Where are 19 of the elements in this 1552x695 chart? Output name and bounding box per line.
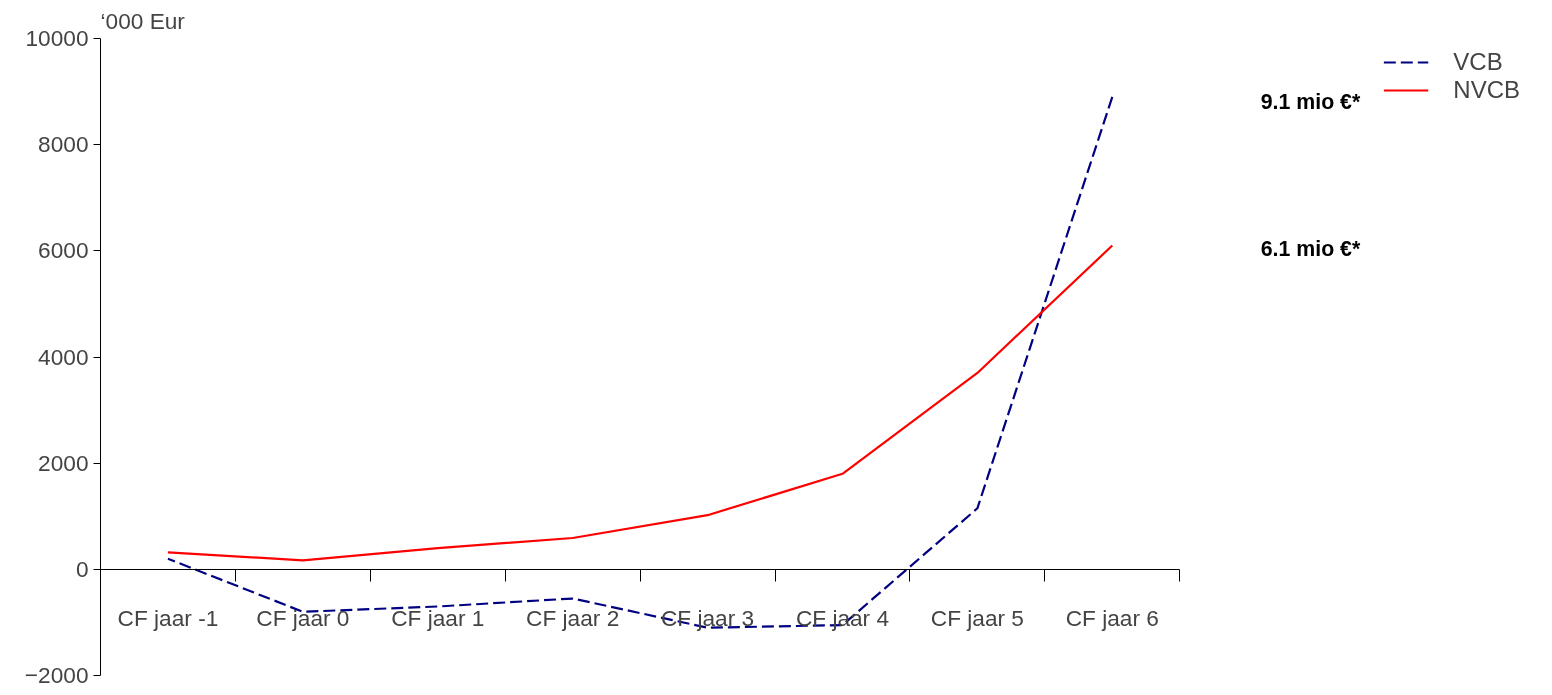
y-tick-label: 8000 <box>38 131 89 158</box>
text: 9.1 mio €* <box>1260 90 1361 115</box>
x-tick-label: CF jaar -1 <box>117 605 219 632</box>
x-tick-label: CF jaar 2 <box>526 605 620 632</box>
x-tick-label: CF jaar 1 <box>391 605 485 632</box>
x-tick-label: CF jaar 6 <box>1065 605 1159 632</box>
x-tick-label: CF jaar 0 <box>256 605 350 632</box>
y-tick-label: −2000 <box>24 662 89 688</box>
y-tick-label: 4000 <box>38 343 89 370</box>
y-tick-label: 2000 <box>38 449 89 476</box>
text: 6.1 mio €* <box>1260 236 1361 261</box>
legend-label: VCB <box>1453 48 1503 76</box>
y-tick-label: 10000 <box>25 25 89 51</box>
y-tick-label: 6000 <box>38 237 89 264</box>
y-tick-label: 0 <box>75 555 89 582</box>
legend-label: NVCB <box>1453 76 1520 104</box>
y-axis-title: ‘000 Eur <box>100 7 186 34</box>
x-tick-label: CF jaar 5 <box>930 605 1024 632</box>
x-tick-label: CF jaar 4 <box>795 605 890 632</box>
